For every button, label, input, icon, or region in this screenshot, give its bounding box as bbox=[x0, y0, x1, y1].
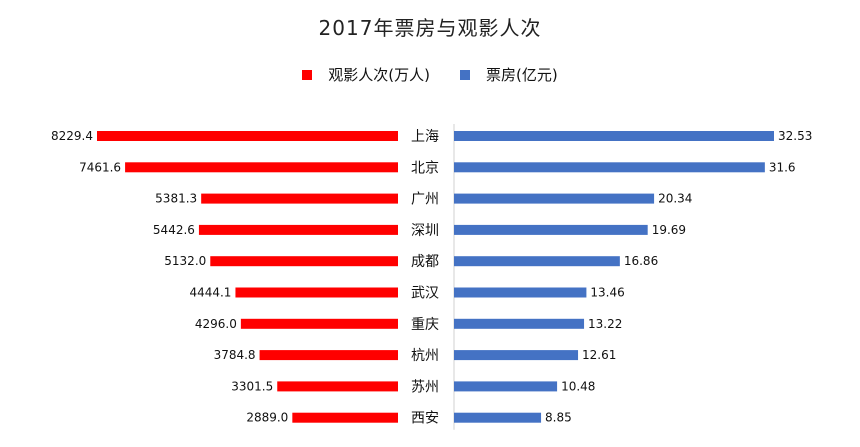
data-label-boxoffice: 16.86 bbox=[624, 254, 658, 268]
data-label-audience: 4296.0 bbox=[195, 317, 237, 331]
bar-audience bbox=[259, 350, 398, 361]
data-label-audience: 5442.6 bbox=[153, 223, 195, 237]
bar-boxoffice bbox=[454, 318, 585, 329]
bar-audience bbox=[201, 193, 398, 204]
chart-title: 2017年票房与观影人次 bbox=[318, 16, 542, 40]
bar-boxoffice bbox=[454, 131, 774, 141]
data-label-audience: 4444.1 bbox=[189, 286, 231, 300]
bar-boxoffice bbox=[454, 193, 655, 204]
legend-item-audience: 观影人次(万人) bbox=[302, 64, 430, 85]
category-label: 成都 bbox=[411, 254, 439, 270]
data-label-audience: 7461.6 bbox=[79, 160, 121, 174]
data-label-audience: 5132.0 bbox=[164, 254, 206, 268]
data-label-boxoffice: 20.34 bbox=[658, 192, 692, 206]
bar-boxoffice bbox=[454, 256, 620, 267]
bar-audience bbox=[277, 381, 398, 392]
bar-audience bbox=[210, 256, 398, 267]
category-label: 西安 bbox=[411, 411, 439, 427]
data-label-boxoffice: 10.48 bbox=[561, 379, 595, 393]
bar-audience bbox=[292, 412, 398, 423]
data-label-audience: 3784.8 bbox=[214, 348, 256, 362]
category-label: 北京 bbox=[411, 160, 439, 176]
legend-label-boxoffice: 票房(亿元) bbox=[486, 66, 558, 84]
bar-audience bbox=[97, 131, 398, 141]
bar-audience bbox=[125, 162, 398, 173]
category-label: 上海 bbox=[411, 129, 439, 145]
data-label-boxoffice: 8.85 bbox=[545, 411, 572, 425]
category-label: 苏州 bbox=[411, 379, 439, 395]
bar-boxoffice bbox=[454, 162, 765, 173]
category-label: 武汉 bbox=[411, 286, 439, 302]
legend-label-audience: 观影人次(万人) bbox=[328, 66, 430, 84]
bar-boxoffice bbox=[454, 381, 558, 392]
bar-audience bbox=[198, 224, 398, 235]
data-label-audience: 2889.0 bbox=[246, 411, 288, 425]
bar-boxoffice bbox=[454, 412, 542, 423]
data-label-boxoffice: 31.6 bbox=[769, 160, 796, 174]
data-label-audience: 5381.3 bbox=[155, 192, 197, 206]
bar-boxoffice bbox=[454, 224, 648, 235]
data-label-boxoffice: 12.61 bbox=[582, 348, 616, 362]
category-label: 广州 bbox=[411, 192, 439, 208]
category-label: 深圳 bbox=[411, 223, 439, 239]
data-label-boxoffice: 13.46 bbox=[590, 286, 624, 300]
legend-swatch-boxoffice bbox=[460, 69, 470, 80]
legend: 观影人次(万人) 票房(亿元) bbox=[0, 64, 860, 85]
legend-item-boxoffice: 票房(亿元) bbox=[460, 64, 558, 85]
bar-audience bbox=[240, 318, 398, 329]
data-label-boxoffice: 19.69 bbox=[652, 223, 686, 237]
bar-boxoffice bbox=[454, 350, 579, 361]
bar-boxoffice bbox=[454, 287, 587, 298]
data-label-boxoffice: 13.22 bbox=[588, 317, 622, 331]
category-label: 杭州 bbox=[411, 348, 439, 364]
data-label-audience: 3301.5 bbox=[231, 379, 273, 393]
data-label-audience: 8229.4 bbox=[51, 129, 93, 143]
data-label-boxoffice: 32.53 bbox=[778, 129, 812, 143]
bar-audience bbox=[235, 287, 398, 298]
category-label: 重庆 bbox=[411, 317, 439, 333]
legend-swatch-audience bbox=[302, 69, 313, 80]
